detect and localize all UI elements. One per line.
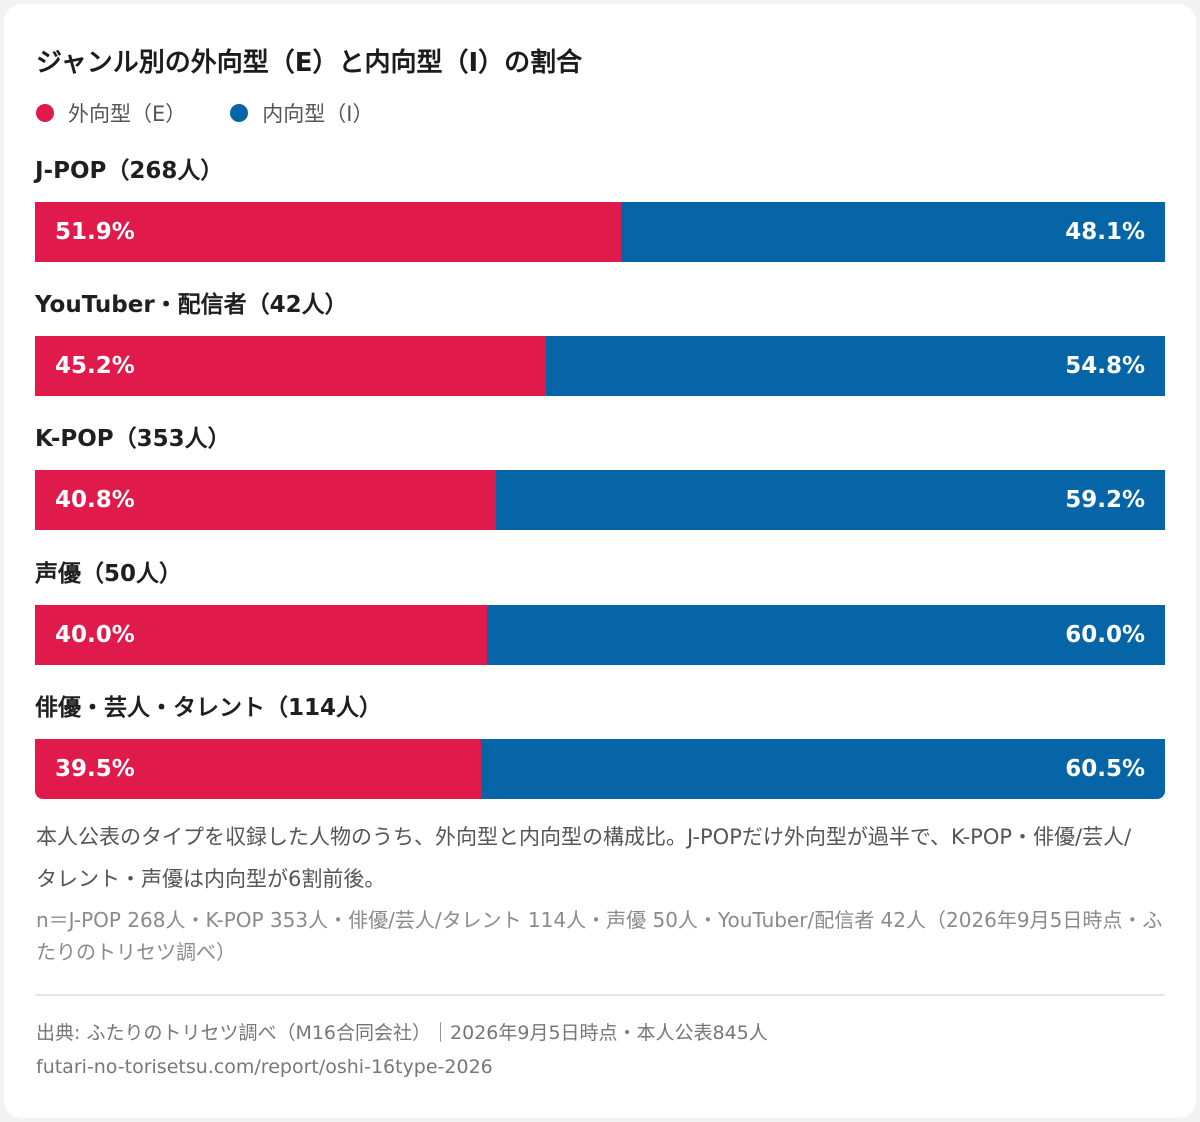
legend-label: 外向型（E） <box>68 102 187 126</box>
category-label: K-POP（353人） <box>35 426 231 452</box>
bar-group: 声優（50人） 40.0% 60.0% <box>35 557 1165 665</box>
bar-segment-extrovert: 39.5% <box>35 739 481 799</box>
bar-segment-introvert: 48.1% <box>621 202 1165 262</box>
category-label: YouTuber・配信者（42人） <box>35 292 348 318</box>
data-label: 54.8% <box>1065 353 1145 379</box>
data-label: 39.5% <box>55 756 135 782</box>
bar-segment-introvert: 59.2% <box>496 470 1165 530</box>
bar-group: YouTuber・配信者（42人） 45.2% 54.8% <box>35 288 1165 396</box>
category-label: 俳優・芸人・タレント（114人） <box>35 695 383 721</box>
source-text: 出典: ふたりのトリセツ調べ（M16合同会社）｜2026年9月5日時点・本人公表… <box>36 1022 768 1044</box>
chart-card: ジャンル別の外向型（E）と内向型（I）の割合 外向型（E） 内向型（I） J-PO… <box>4 4 1196 1118</box>
chart-legend: 外向型（E） 内向型（I） <box>36 98 417 128</box>
stacked-bar: 40.8% 59.2% <box>35 470 1165 530</box>
bar-group: J-POP（268人） 51.9% 48.1% <box>35 154 1165 262</box>
bar-group: 俳優・芸人・タレント（114人） 39.5% 60.5% <box>35 691 1165 799</box>
bar-segment-introvert: 54.8% <box>546 336 1165 396</box>
bar-segment-extrovert: 40.0% <box>35 605 487 665</box>
data-label: 45.2% <box>55 353 135 379</box>
bar-segment-extrovert: 51.9% <box>35 202 621 262</box>
bar-segment-introvert: 60.0% <box>487 605 1165 665</box>
legend-swatch <box>36 104 54 122</box>
stacked-bar: 45.2% 54.8% <box>35 336 1165 396</box>
data-label: 60.0% <box>1065 622 1145 648</box>
data-label: 40.8% <box>55 487 135 513</box>
chart-note: 本人公表のタイプを収録した人物のうち、外向型と内向型の構成比。J-POPだけ外向… <box>36 825 1132 891</box>
sample-size-note: n＝J-POP 268人・K-POP 353人・俳優/芸人/タレント 114人・… <box>36 908 1163 964</box>
divider <box>35 994 1165 996</box>
chart-title: ジャンル別の外向型（E）と内向型（I）の割合 <box>36 48 583 78</box>
bar-segment-extrovert: 45.2% <box>35 336 546 396</box>
bar-segment-introvert: 60.5% <box>481 739 1165 799</box>
stacked-bar: 39.5% 60.5% <box>35 739 1165 799</box>
category-label: 声優（50人） <box>35 561 183 587</box>
stacked-bar: 40.0% 60.0% <box>35 605 1165 665</box>
data-label: 40.0% <box>55 622 135 648</box>
category-label: J-POP（268人） <box>35 158 224 184</box>
bar-group: K-POP（353人） 40.8% 59.2% <box>35 422 1165 530</box>
data-label: 60.5% <box>1065 756 1145 782</box>
legend-swatch <box>230 104 249 122</box>
stacked-bar: 51.9% 48.1% <box>35 202 1165 262</box>
legend-label: 内向型（I） <box>262 102 374 126</box>
legend-item-extrovert: 外向型（E） <box>36 98 186 128</box>
source-url[interactable]: futari-no-torisetsu.com/report/oshi-16ty… <box>36 1056 493 1078</box>
data-label: 51.9% <box>55 219 135 245</box>
data-label: 48.1% <box>1065 219 1145 245</box>
legend-item-introvert: 内向型（I） <box>230 98 373 128</box>
bar-segment-extrovert: 40.8% <box>35 470 496 530</box>
data-label: 59.2% <box>1065 487 1145 513</box>
